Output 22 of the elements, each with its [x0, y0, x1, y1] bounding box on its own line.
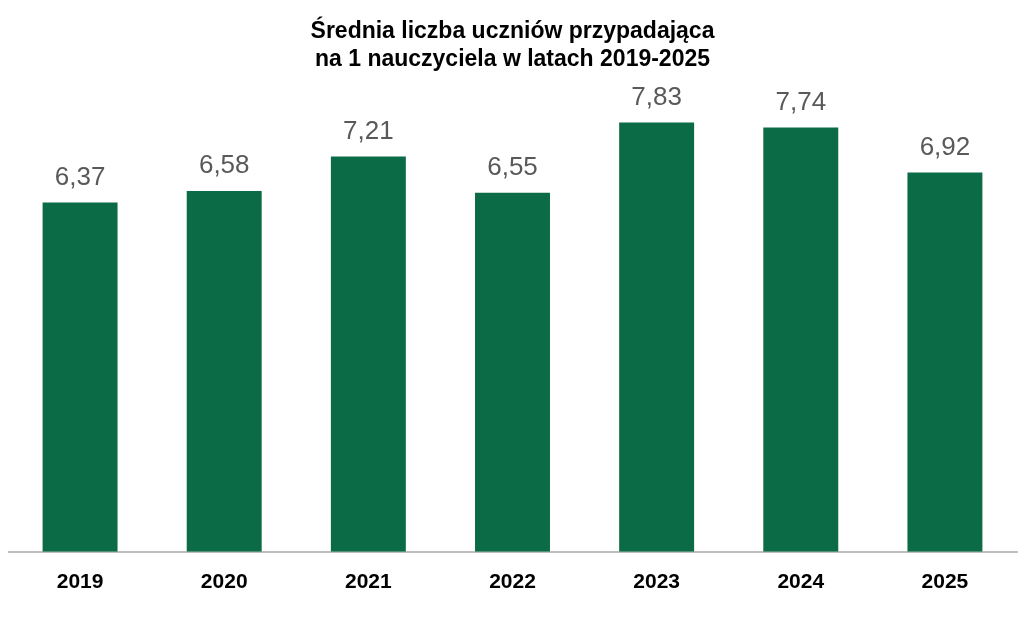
data-label: 6,37	[54, 160, 106, 191]
chart-title: Średnia liczba uczniów przypadająca na 1 nauczyciela w latach 2019-2025	[310, 16, 715, 71]
x-tick-label: 2022	[489, 569, 536, 593]
data-label: 6,58	[198, 149, 250, 180]
data-label: 6,55	[487, 150, 538, 181]
bar	[619, 122, 695, 552]
x-tick-label: 2020	[200, 569, 248, 593]
data-label: 7,74	[775, 85, 827, 116]
data-label: 7,21	[343, 114, 394, 145]
x-tick-label: 2023	[633, 569, 680, 593]
bar	[186, 191, 262, 552]
bar	[763, 127, 839, 552]
bar	[475, 192, 550, 552]
bar	[42, 202, 118, 552]
x-tick-label: 2019	[56, 569, 104, 593]
data-label: 7,83	[631, 80, 682, 111]
x-tick-label: 2021	[345, 569, 393, 593]
x-tick-label: 2025	[921, 569, 969, 593]
bar	[330, 156, 406, 552]
bar	[907, 172, 983, 552]
x-tick-label: 2024	[777, 569, 825, 593]
data-label: 6,92	[919, 130, 971, 161]
